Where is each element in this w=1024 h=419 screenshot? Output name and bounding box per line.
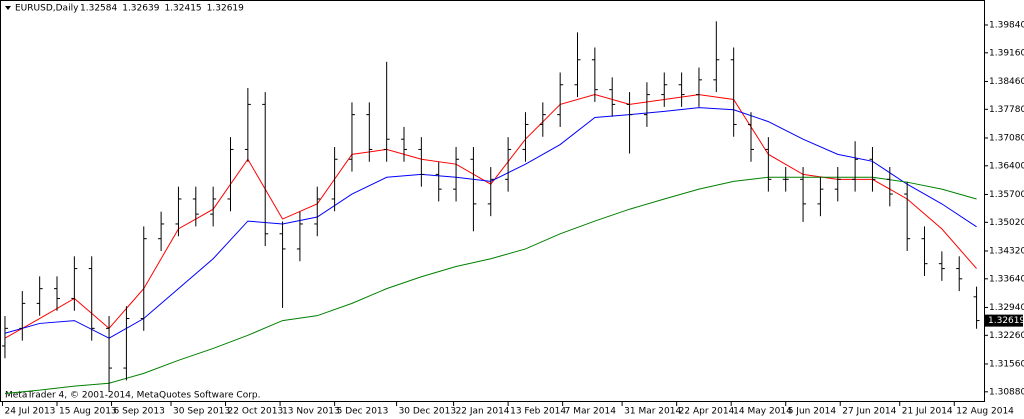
price-tag — [985, 314, 1023, 327]
x-tick-label: 27 Jun 2014 — [842, 407, 896, 417]
y-tick-label: 1.35700 — [989, 190, 1024, 200]
x-tick-label: 22 Apr 2014 — [679, 407, 735, 417]
y-tick-label: 1.38460 — [989, 77, 1024, 87]
y-tick-label: 1.32940 — [989, 303, 1024, 313]
x-tick-label: 30 Sep 2013 — [173, 407, 230, 417]
y-tick-label: 1.31560 — [989, 359, 1024, 369]
x-tick-label: 14 May 2014 — [733, 407, 792, 417]
x-tick-label: 22 Jan 2014 — [456, 407, 510, 417]
plot-frame — [0, 0, 985, 402]
menu-arrow — [5, 6, 11, 10]
x-tick-label: 21 Jul 2014 — [902, 407, 953, 417]
copyright: MetaTrader 4, © 2001-2014, MetaQuotes So… — [5, 391, 261, 401]
info-value: 1.32584 — [80, 4, 117, 14]
y-tick-label: 1.36400 — [989, 161, 1024, 171]
price-tag-label: 1.32619 — [988, 316, 1024, 326]
x-tick-label: 12 Aug 2014 — [956, 407, 1014, 417]
y-tick-label: 1.30880 — [989, 387, 1024, 397]
info-value: 1.32639 — [122, 4, 159, 14]
y-tick-label: 1.39840 — [989, 20, 1024, 30]
x-tick-label: 6 Sep 2013 — [114, 407, 165, 417]
x-tick-label: 15 Aug 2013 — [59, 407, 117, 417]
x-tick-label: 5 Dec 2013 — [337, 407, 389, 417]
x-tick-label: 5 Jun 2014 — [788, 407, 837, 417]
x-tick-label: 7 Mar 2014 — [565, 407, 617, 417]
y-tick-label: 1.35020 — [989, 218, 1024, 228]
info-value: 1.32415 — [164, 4, 201, 14]
y-tick-label: 1.32260 — [989, 331, 1024, 341]
x-tick-label: 30 Dec 2013 — [399, 407, 457, 417]
symbol-label: EURUSD,Daily — [15, 4, 79, 14]
x-tick-label: 31 Mar 2014 — [624, 407, 681, 417]
x-tick-label: 13 Nov 2013 — [282, 407, 340, 417]
y-tick-label: 1.37780 — [989, 105, 1024, 115]
moving-average — [4, 176, 977, 394]
x-tick-label: 13 Feb 2014 — [510, 407, 566, 417]
y-tick-label: 1.34320 — [989, 246, 1024, 256]
y-tick-label: 1.33640 — [989, 274, 1024, 284]
info-value: 1.32619 — [207, 4, 244, 14]
x-tick-label: 22 Oct 2013 — [228, 407, 284, 417]
y-tick-label: 1.39160 — [989, 48, 1024, 58]
y-tick-label: 1.37080 — [989, 133, 1024, 143]
x-tick-label: 24 Jul 2013 — [4, 407, 55, 417]
